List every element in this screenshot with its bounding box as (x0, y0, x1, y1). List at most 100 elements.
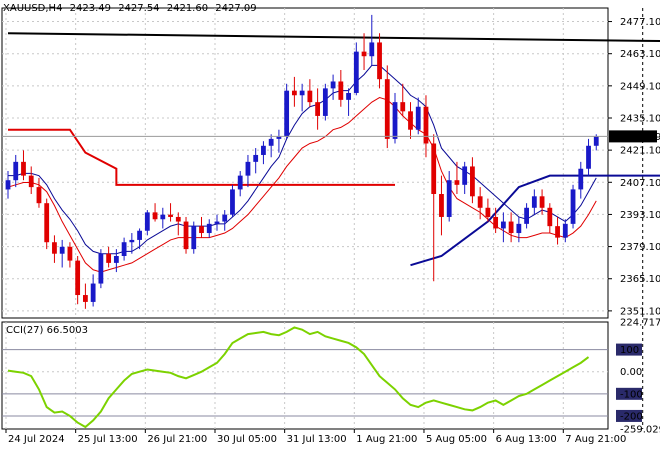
x-tick-label: 24 Jul 2024 (8, 434, 65, 445)
candle-bear (539, 196, 545, 208)
candle-bull (144, 212, 150, 231)
candle-bull (446, 180, 452, 217)
cci-y-tick-label: -259.0297 (620, 425, 660, 436)
x-tick-label: 26 Jul 21:00 (147, 434, 207, 445)
cci-header: CCI(27) 66.5003 (6, 325, 92, 336)
candle-bull (369, 42, 375, 57)
candle-bull (586, 145, 591, 169)
candle-bear (291, 90, 297, 96)
candle-bull (330, 81, 336, 89)
candle-bear (307, 90, 313, 103)
candle-bull (160, 214, 166, 220)
candle-bear (28, 175, 34, 188)
cci-line (7, 326, 590, 429)
candle-bear (52, 242, 57, 254)
candle-bull (245, 161, 251, 176)
cci-y-tick-label: 0.00 (620, 367, 642, 378)
price-y-tick-label: 2463.10 (620, 49, 660, 60)
candle-bull (98, 253, 104, 284)
trendline (7, 32, 660, 43)
candle-bull (129, 239, 135, 243)
candle-bear (400, 102, 406, 112)
slow_ma-line (7, 97, 597, 273)
cci-level-tag (616, 387, 642, 400)
price-y-tick-label: 2351.10 (620, 306, 660, 317)
candle-bull (299, 90, 305, 96)
candle-bull (113, 256, 119, 263)
x-tick-label: 30 Jul 05:00 (217, 434, 277, 445)
candle-bull (462, 166, 468, 185)
red_step-line (8, 128, 396, 186)
candle-bull (214, 221, 220, 224)
cci-panel-frame (1, 321, 609, 430)
price-y-tick-label: 2477.10 (620, 17, 660, 28)
candle-bull (137, 230, 142, 240)
price-y-tick-label: 2393.10 (620, 210, 660, 221)
blue_step-line (410, 174, 660, 267)
candle-bear (423, 106, 429, 144)
candle-bear (377, 42, 382, 80)
candle-bear (508, 221, 514, 234)
candle-bull (59, 246, 65, 254)
candle-bear (547, 207, 553, 227)
candle-bull (253, 154, 259, 162)
price-y-tick-label: 2435.10 (620, 113, 660, 124)
candle-bear (315, 102, 321, 116)
candle-bear (36, 187, 42, 204)
candle-bull (230, 189, 235, 215)
candle-bear (361, 51, 367, 57)
candle-bear (477, 196, 483, 208)
candle-bull (284, 90, 290, 137)
candle-bear (183, 221, 189, 250)
candle-bull (578, 168, 584, 190)
candle-bull (222, 214, 228, 222)
price-y-tick-label: 2449.10 (620, 81, 660, 92)
candle-bear (493, 216, 499, 229)
cci-y-tick-label: -200 (620, 411, 643, 422)
candle-bull (346, 92, 351, 100)
candle-bull (593, 136, 599, 146)
x-tick-label: 25 Jul 13:00 (78, 434, 138, 445)
candle-bear (408, 111, 413, 130)
candle-bull (516, 223, 522, 234)
candle-bear (168, 214, 173, 217)
candle-bear (106, 253, 112, 263)
candle-bull (353, 51, 359, 93)
candle-bull (5, 180, 11, 190)
candle-bull (392, 102, 398, 139)
candle-bear (485, 207, 491, 217)
candle-bull (268, 138, 274, 146)
x-tick-label: 6 Aug 13:00 (496, 434, 557, 445)
current-price-label: 2427.09 (620, 132, 660, 143)
price-y-tick-label: 2379.10 (620, 242, 660, 253)
cci-level-tag (616, 343, 642, 356)
candle-bear (175, 216, 181, 222)
candle-bull (13, 161, 19, 181)
candle-bear (21, 161, 26, 176)
x-tick-label: 7 Aug 21:00 (565, 434, 626, 445)
candle-bull (562, 223, 568, 238)
price-y-tick-label: 2421.10 (620, 146, 660, 157)
candle-bear (44, 203, 50, 243)
candle-bull (206, 223, 212, 234)
candle-bear (152, 212, 158, 220)
price-y-tick-label: 2407.10 (620, 178, 660, 189)
candle-bull (191, 226, 197, 250)
candle-bear (384, 79, 390, 139)
cci-level-tag (616, 409, 642, 422)
candle-bull (531, 196, 537, 208)
candle-bull (261, 145, 266, 155)
x-tick-label: 1 Aug 21:00 (356, 434, 417, 445)
candle-bear (75, 260, 81, 296)
candle-bear (83, 295, 88, 302)
candle-bear (555, 226, 560, 238)
candle-bear (454, 180, 460, 185)
candle-bear (431, 143, 437, 194)
candle-bear (439, 194, 444, 217)
x-tick-label: 31 Jul 13:00 (287, 434, 347, 445)
candle-bull (90, 283, 96, 302)
candle-bull (276, 136, 282, 139)
candle-bull (322, 88, 328, 116)
candle-bull (415, 106, 421, 130)
